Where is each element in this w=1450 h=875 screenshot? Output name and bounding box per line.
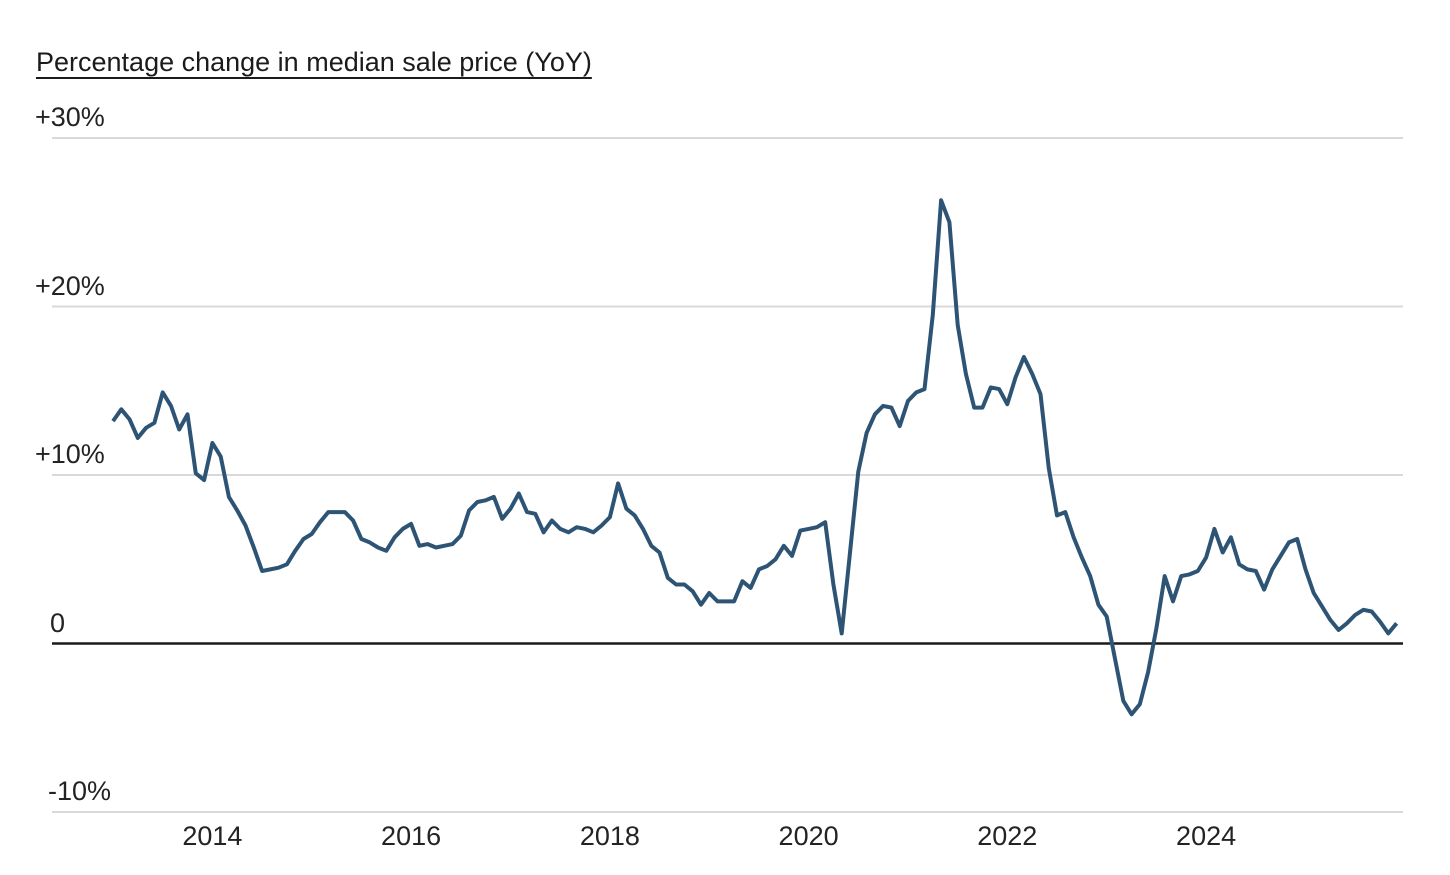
x-axis-label: 2018 xyxy=(579,821,640,851)
y-axis-label: +10% xyxy=(35,439,105,469)
x-axis-label: 2014 xyxy=(182,821,243,851)
y-axis-label: -10% xyxy=(48,776,112,806)
x-axis-label: 2020 xyxy=(778,821,839,851)
y-axis-label: +30% xyxy=(35,102,105,132)
x-axis-label: 2024 xyxy=(1176,821,1237,851)
median-sale-price-line xyxy=(111,198,1399,717)
x-axis-label: 2022 xyxy=(977,821,1038,851)
y-axis-label: +20% xyxy=(35,270,105,301)
y-axis-label: 0 xyxy=(50,607,66,638)
x-axis-label: 2016 xyxy=(381,821,442,851)
chart-title: Percentage change in median sale price (… xyxy=(36,47,592,77)
